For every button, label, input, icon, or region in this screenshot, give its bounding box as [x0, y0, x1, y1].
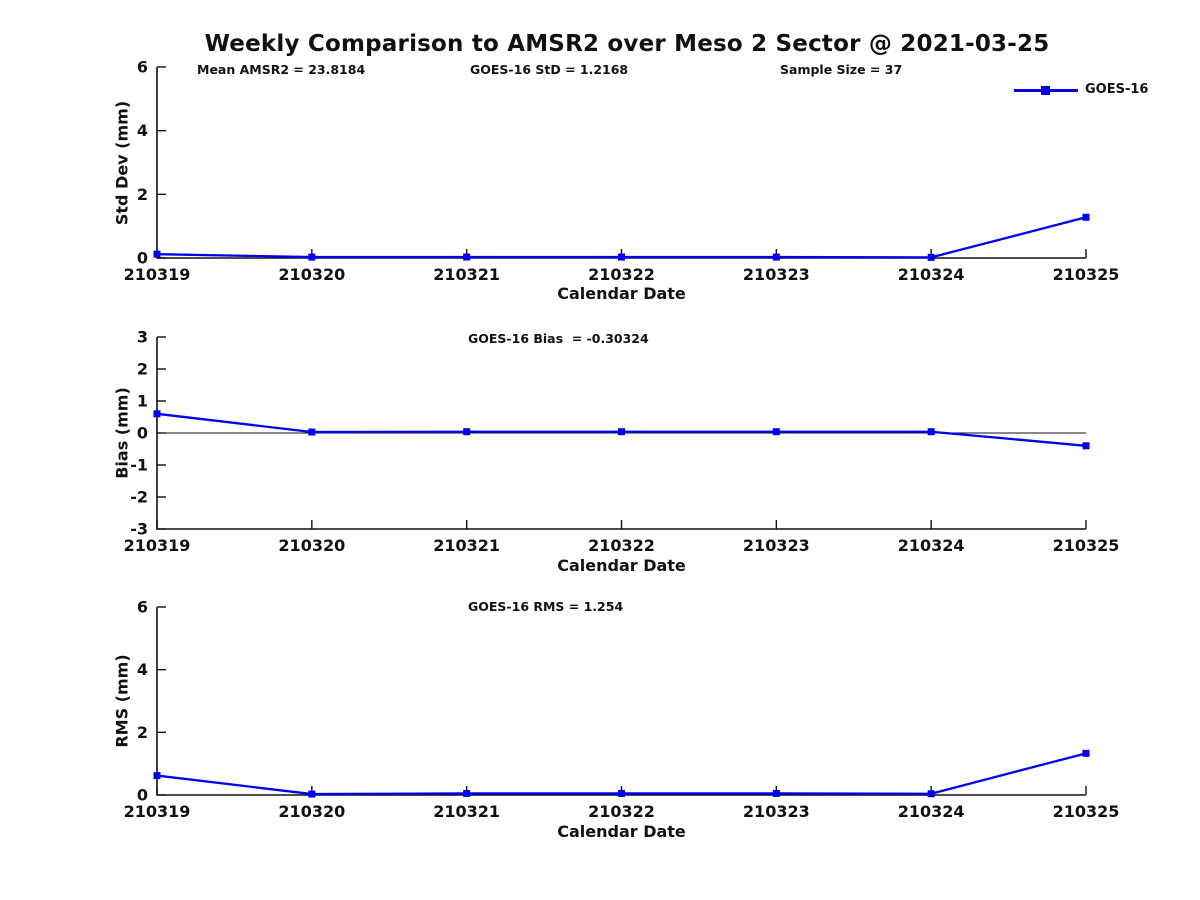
x-tick-label: 210325	[1053, 265, 1120, 284]
x-tick-label: 210324	[898, 802, 965, 821]
y-tick-label: 2	[137, 360, 148, 379]
y-tick-label: 2	[137, 723, 148, 742]
data-point-marker	[618, 789, 625, 797]
data-point-marker	[1082, 749, 1090, 757]
y-tick-label: 6	[137, 598, 148, 617]
data-point-marker	[927, 253, 935, 261]
x-tick-label: 210321	[433, 802, 500, 821]
axis-spines	[156, 607, 1086, 796]
data-point-marker	[772, 253, 780, 261]
data-point-marker	[772, 789, 780, 797]
x-tick-label: 210319	[124, 536, 191, 555]
stat-sample-size: Sample Size = 37	[780, 62, 903, 77]
x-tick-label: 210320	[278, 536, 345, 555]
subplot-1: 0 2 4 6 210319 210320 210321 210322 210323 210324…	[124, 58, 1120, 285]
y-tick-label: 0	[137, 786, 148, 805]
y-axis-label-stddev: Std Dev (mm)	[112, 100, 132, 226]
stat-mean-amsr2: Mean AMSR2 = 23.8184	[197, 62, 366, 77]
y-axis-label-bias: Bias (mm)	[112, 387, 132, 479]
chart-title: Weekly Comparison to AMSR2 over Meso 2 S…	[204, 31, 1050, 57]
x-tick-label: 210321	[433, 265, 500, 284]
data-point-marker	[463, 789, 471, 797]
data-point-marker	[927, 428, 935, 436]
x-tick-label: 210323	[743, 265, 810, 284]
data-point-marker	[308, 253, 316, 261]
x-tick-label: 210324	[898, 265, 965, 284]
x-tick-label: 210319	[124, 802, 191, 821]
y-tick-label: 4	[137, 121, 148, 140]
y-tick-label: 6	[137, 58, 148, 77]
x-tick-label: 210324	[898, 536, 965, 555]
x-tick-label: 210320	[278, 265, 345, 284]
x-tick-label: 210319	[124, 265, 191, 284]
legend-marker-icon	[1041, 86, 1050, 95]
data-point-marker	[927, 790, 935, 798]
x-tick-label: 210320	[278, 802, 345, 821]
data-point-marker	[308, 790, 316, 798]
y-tick-label: 4	[137, 660, 148, 679]
x-tick-label: 210321	[433, 536, 500, 555]
axis-spines	[156, 67, 1086, 259]
legend-label: GOES-16	[1085, 82, 1149, 97]
y-tick-label: -2	[130, 488, 148, 507]
data-point-marker	[1082, 442, 1090, 450]
subplot-3: 0 2 4 6 210319 210320 210321 210322 210323 210324…	[124, 598, 1120, 822]
x-tick-label: 210325	[1053, 536, 1120, 555]
x-tick-label: 210322	[588, 802, 655, 821]
data-point-marker	[618, 253, 625, 261]
y-tick-label: -1	[130, 456, 148, 475]
x-tick-label: 210323	[743, 802, 810, 821]
x-axis-label-3: Calendar Date	[557, 822, 686, 841]
x-tick-label: 210322	[588, 536, 655, 555]
data-point-marker	[1082, 213, 1090, 221]
data-point-marker	[463, 253, 471, 261]
x-tick-label: 210323	[743, 536, 810, 555]
y-axis-label-rms: RMS (mm)	[112, 654, 132, 748]
y-tick-label: 0	[137, 249, 148, 268]
x-axis-label-2: Calendar Date	[557, 556, 686, 575]
x-axis-label-1: Calendar Date	[557, 284, 686, 303]
x-tick-label: 210325	[1053, 802, 1120, 821]
x-tick-label: 210322	[588, 265, 655, 284]
data-point-marker	[308, 428, 316, 436]
data-point-marker	[153, 772, 161, 780]
data-point-marker	[153, 250, 161, 258]
annotation-bias: GOES-16 Bias = -0.30324	[468, 331, 649, 346]
legend: GOES-16	[1014, 80, 1184, 100]
y-tick-label: 3	[137, 328, 148, 347]
data-point-marker	[463, 428, 471, 436]
data-point-marker	[772, 428, 780, 436]
y-tick-label: -3	[130, 520, 148, 539]
data-point-marker	[618, 428, 625, 436]
y-tick-label: 2	[137, 185, 148, 204]
data-point-marker	[153, 410, 161, 418]
y-tick-label: 0	[137, 424, 148, 443]
stat-goes16-std: GOES-16 StD = 1.2168	[470, 62, 629, 77]
y-tick-label: 1	[137, 392, 148, 411]
annotation-rms: GOES-16 RMS = 1.254	[468, 599, 624, 614]
